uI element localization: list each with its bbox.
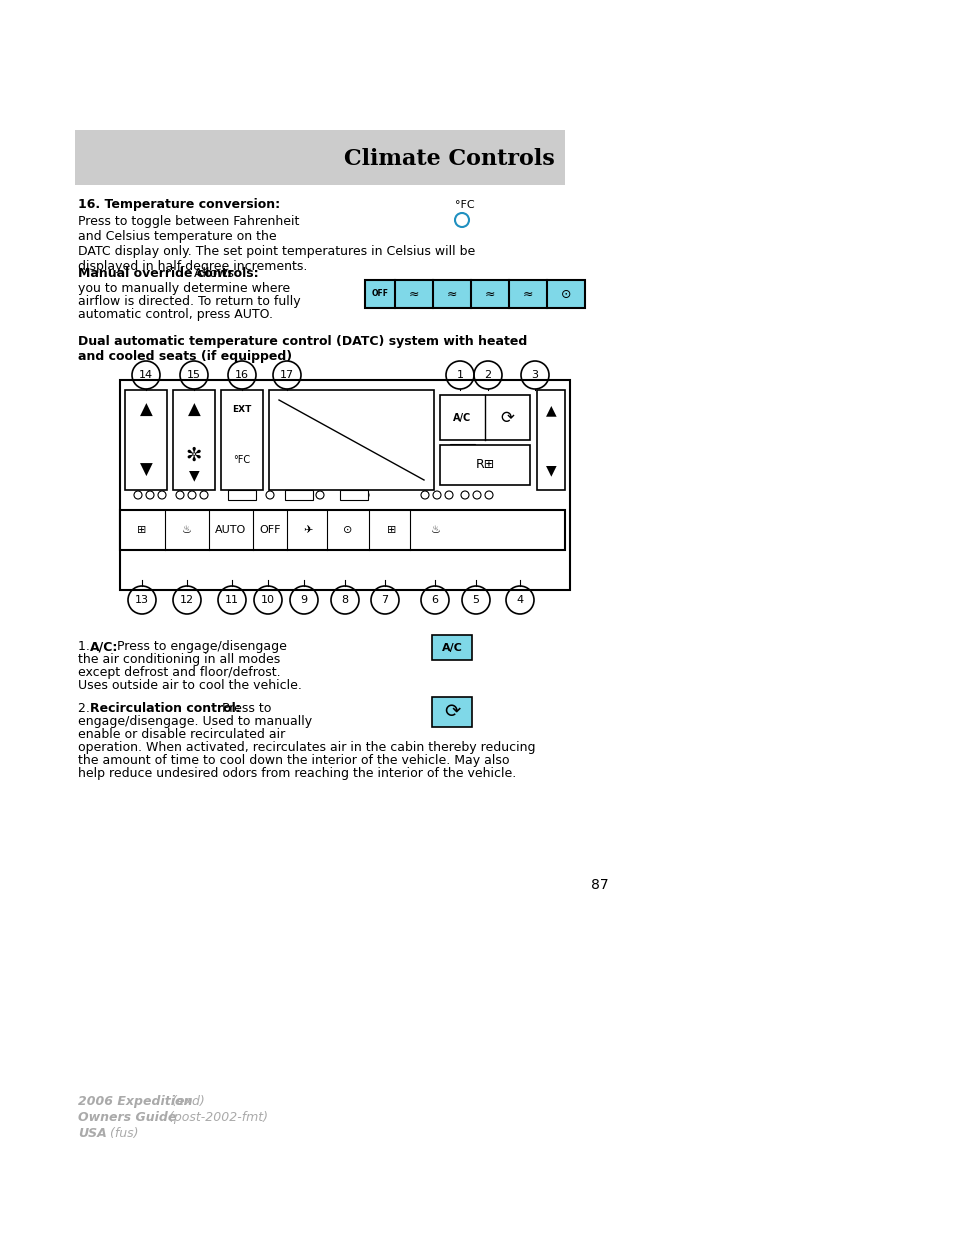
Text: ⊞: ⊞ — [387, 525, 396, 535]
Text: help reduce undesired odors from reaching the interior of the vehicle.: help reduce undesired odors from reachin… — [78, 767, 516, 781]
Text: 7: 7 — [381, 595, 388, 605]
Text: Manual override controls:: Manual override controls: — [78, 267, 258, 280]
Text: Recirculation control:: Recirculation control: — [90, 701, 240, 715]
Text: (post-2002-fmt): (post-2002-fmt) — [165, 1112, 268, 1124]
FancyBboxPatch shape — [365, 280, 584, 308]
Text: 87: 87 — [591, 878, 608, 892]
Text: ♨: ♨ — [431, 525, 440, 535]
Text: A/C:: A/C: — [90, 640, 118, 653]
Text: 2.: 2. — [78, 701, 93, 715]
Text: OFF: OFF — [371, 289, 388, 299]
Text: ⊙: ⊙ — [560, 288, 571, 300]
Text: (exd): (exd) — [168, 1095, 205, 1108]
Text: ✈: ✈ — [303, 525, 313, 535]
Text: Press to engage/disengage: Press to engage/disengage — [112, 640, 287, 653]
Text: A/C: A/C — [453, 412, 471, 424]
Text: the air conditioning in all modes: the air conditioning in all modes — [78, 653, 280, 666]
Text: ♨: ♨ — [182, 525, 192, 535]
Text: 3: 3 — [531, 370, 537, 380]
Text: 8: 8 — [341, 595, 348, 605]
Text: enable or disable recirculated air: enable or disable recirculated air — [78, 727, 285, 741]
FancyBboxPatch shape — [450, 445, 475, 452]
FancyBboxPatch shape — [120, 380, 569, 590]
Text: ▲: ▲ — [188, 401, 200, 419]
Text: 2: 2 — [484, 370, 491, 380]
FancyBboxPatch shape — [439, 395, 530, 440]
FancyBboxPatch shape — [120, 510, 564, 550]
Text: 9: 9 — [300, 595, 307, 605]
Text: 1.: 1. — [78, 640, 93, 653]
Text: °FC: °FC — [233, 454, 251, 466]
Text: ⟳: ⟳ — [499, 409, 514, 427]
FancyBboxPatch shape — [432, 635, 472, 659]
Text: (fus): (fus) — [106, 1128, 138, 1140]
Text: 5: 5 — [472, 595, 479, 605]
Text: Dual automatic temperature control (DATC) system with heated
and cooled seats (i: Dual automatic temperature control (DATC… — [78, 335, 527, 363]
Text: 14: 14 — [139, 370, 152, 380]
Text: engage/disengage. Used to manually: engage/disengage. Used to manually — [78, 715, 312, 727]
Text: A/C: A/C — [441, 643, 462, 653]
FancyBboxPatch shape — [125, 390, 167, 490]
Text: 4: 4 — [516, 595, 523, 605]
Text: Uses outside air to cool the vehicle.: Uses outside air to cool the vehicle. — [78, 679, 301, 692]
Text: ▼: ▼ — [139, 461, 152, 479]
Text: 1: 1 — [456, 370, 463, 380]
Text: ▼: ▼ — [189, 468, 199, 482]
FancyBboxPatch shape — [339, 490, 368, 500]
Text: except defrost and floor/defrost.: except defrost and floor/defrost. — [78, 666, 280, 679]
Text: AUTO: AUTO — [215, 525, 247, 535]
Text: R⊞: R⊞ — [475, 458, 494, 472]
Text: USA: USA — [78, 1128, 107, 1140]
Text: 17: 17 — [279, 370, 294, 380]
Text: OFF: OFF — [259, 525, 280, 535]
FancyBboxPatch shape — [75, 130, 564, 185]
Text: ≈: ≈ — [446, 288, 456, 300]
FancyBboxPatch shape — [432, 697, 472, 727]
Text: Press to: Press to — [218, 701, 271, 715]
Text: 15: 15 — [187, 370, 201, 380]
Text: Press to toggle between Fahrenheit
and Celsius temperature on the
DATC display o: Press to toggle between Fahrenheit and C… — [78, 215, 475, 273]
Text: ≈: ≈ — [522, 288, 533, 300]
Text: 11: 11 — [225, 595, 239, 605]
Text: ⊞: ⊞ — [137, 525, 147, 535]
Text: ≈: ≈ — [484, 288, 495, 300]
Text: °FC: °FC — [455, 200, 475, 210]
FancyBboxPatch shape — [221, 390, 263, 490]
Text: 12: 12 — [180, 595, 193, 605]
Text: ▼: ▼ — [545, 463, 556, 477]
Text: ✼: ✼ — [186, 446, 202, 464]
Text: ▲: ▲ — [545, 403, 556, 417]
Text: Owners Guide: Owners Guide — [78, 1112, 176, 1124]
Text: the amount of time to cool down the interior of the vehicle. May also: the amount of time to cool down the inte… — [78, 755, 509, 767]
Text: airflow is directed. To return to fully: airflow is directed. To return to fully — [78, 295, 300, 308]
FancyBboxPatch shape — [269, 390, 434, 490]
FancyBboxPatch shape — [285, 490, 313, 500]
FancyBboxPatch shape — [172, 390, 214, 490]
Text: ≈: ≈ — [408, 288, 418, 300]
Text: EXT: EXT — [233, 405, 252, 415]
Text: 2006 Expedition: 2006 Expedition — [78, 1095, 193, 1108]
Text: Climate Controls: Climate Controls — [344, 148, 555, 170]
Text: 16: 16 — [234, 370, 249, 380]
Text: 6: 6 — [431, 595, 438, 605]
Text: 13: 13 — [135, 595, 149, 605]
Text: 16. Temperature conversion:: 16. Temperature conversion: — [78, 198, 280, 211]
Text: ▲: ▲ — [139, 401, 152, 419]
Text: operation. When activated, recirculates air in the cabin thereby reducing: operation. When activated, recirculates … — [78, 741, 535, 755]
Text: ⊙: ⊙ — [343, 525, 353, 535]
FancyBboxPatch shape — [537, 390, 564, 490]
Text: you to manually determine where: you to manually determine where — [78, 282, 290, 295]
Text: ⟳: ⟳ — [443, 703, 459, 721]
Text: automatic control, press AUTO.: automatic control, press AUTO. — [78, 308, 273, 321]
FancyBboxPatch shape — [228, 490, 255, 500]
Text: Allows: Allows — [190, 267, 233, 280]
FancyBboxPatch shape — [439, 445, 530, 485]
Text: 10: 10 — [261, 595, 274, 605]
